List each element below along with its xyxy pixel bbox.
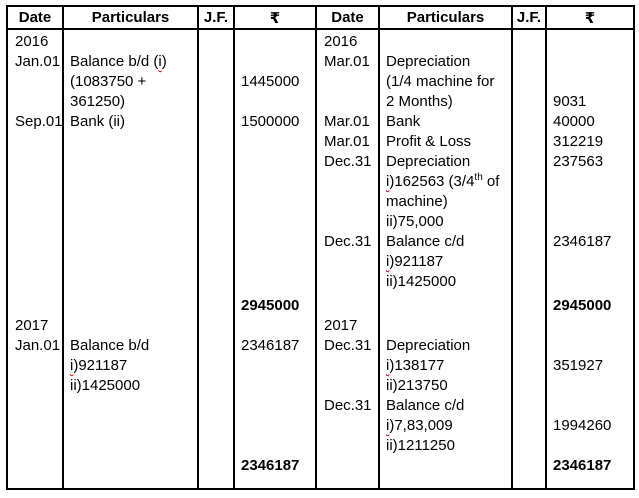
debit-particulars-column: Balance b/d (i) (1083750 + 361250) Bank (ii… — [64, 30, 199, 488]
credit-date-text: Mar.01 — [324, 53, 370, 70]
credit-particulars-text: ii)1425000 — [386, 273, 457, 290]
credit-date-text: 2016 — [324, 33, 358, 50]
header-date-debit: Date — [8, 7, 64, 28]
credit-particulars-text: i)921187 — [386, 253, 444, 270]
table-body: 2016 Jan.01 Sep.01 2017 Jan.01 Balance b/d (… — [8, 30, 633, 488]
credit-date-text: Dec.31 — [324, 233, 372, 250]
credit-date-text: Dec.31 — [324, 153, 372, 170]
credit-particulars-text: ii)75,000 — [386, 213, 444, 230]
credit-particulars-text: ii)1211250 — [386, 437, 455, 454]
debit-amount-text: 2945000 — [241, 297, 300, 314]
header-jf-credit: J.F. — [513, 7, 547, 28]
debit-particulars-text: Balance b/d — [70, 337, 150, 354]
credit-particulars-text: Bank — [386, 113, 421, 130]
credit-amount-text: 351927 — [553, 357, 604, 374]
credit-jf-column — [513, 30, 547, 488]
credit-particulars-text: Depreciation — [386, 53, 471, 70]
debit-amount-text: 1445000 — [241, 73, 300, 90]
header-rupee-credit: ₹ — [584, 9, 596, 27]
credit-amount-text: 2346187 — [553, 233, 612, 250]
debit-particulars-text: i)921187 — [70, 357, 128, 374]
credit-particulars-text: Depreciation — [386, 337, 471, 354]
credit-date-column: 2016 Mar.01 Mar.01 Mar.01 Dec.31 Dec.31 2017 De… — [317, 30, 380, 488]
header-jf-debit: J.F. — [199, 7, 235, 28]
credit-amount-text: 312219 — [553, 133, 604, 150]
header-particulars-debit: Particulars — [64, 7, 199, 28]
debit-date-text: 2016 — [15, 33, 49, 50]
credit-particulars-text: i)7,83,009 — [386, 417, 453, 434]
credit-particulars-text: i)162563 (3/4th of — [386, 172, 500, 191]
credit-date-text: Mar.01 — [324, 133, 370, 150]
debit-date-text: 2017 — [15, 317, 49, 334]
credit-particulars-text: Depreciation — [386, 153, 471, 170]
debit-particulars-text: ii)1425000 — [70, 377, 141, 394]
header-date-credit: Date — [317, 7, 380, 28]
credit-particulars-text: (1/4 machine for — [386, 73, 495, 90]
credit-particulars-text: 2 Months) — [386, 93, 453, 110]
machinery-account-table: Date Particulars J.F. ₹ Date Particulars… — [6, 5, 635, 490]
credit-particulars-text: i)138177 — [386, 357, 445, 374]
credit-amount-text: 1994260 — [553, 417, 612, 434]
credit-particulars-text: ii)213750 — [386, 377, 448, 394]
header-particulars-credit: Particulars — [380, 7, 513, 28]
debit-date-text: Sep.01 — [15, 113, 63, 130]
debit-amount-text: 1500000 — [241, 113, 300, 130]
credit-date-text: Dec.31 — [324, 337, 372, 354]
debit-date-column: 2016 Jan.01 Sep.01 2017 Jan.01 — [8, 30, 64, 488]
credit-amount-text: 9031 — [553, 93, 587, 110]
credit-date-text: Dec.31 — [324, 397, 372, 414]
debit-particulars-text: 361250) — [70, 93, 126, 110]
credit-amount-text: 2346187 — [553, 457, 612, 474]
credit-particulars-column: Depreciation (1/4 machine for 2 Months) Ban… — [380, 30, 513, 488]
credit-amount-text: 40000 — [553, 113, 595, 130]
debit-date-text: Jan.01 — [15, 337, 61, 354]
debit-date-text: Jan.01 — [15, 53, 61, 70]
header-row: Date Particulars J.F. ₹ Date Particulars… — [8, 7, 633, 30]
credit-particulars-text: Balance c/d — [386, 397, 465, 414]
credit-amount-column: 9031 40000 312219 237563 2346187 2945000 35192… — [547, 30, 633, 488]
debit-amount-text: 2346187 — [241, 457, 300, 474]
credit-particulars-text: Balance c/d — [386, 233, 465, 250]
debit-amount-column: 1445000 1500000 2945000 2346187 2346187 — [235, 30, 317, 488]
credit-particulars-text: machine) — [386, 193, 448, 210]
debit-particulars-text: Bank (ii) — [70, 113, 126, 130]
credit-particulars-text: Profit & Loss — [386, 133, 472, 150]
debit-amount-text: 2346187 — [241, 337, 300, 354]
debit-jf-column — [199, 30, 235, 488]
credit-date-text: 2017 — [324, 317, 358, 334]
debit-particulars-text: Balance b/d (i) — [70, 53, 167, 70]
debit-particulars-text: (1083750 + — [70, 73, 147, 90]
credit-date-text: Mar.01 — [324, 113, 370, 130]
header-rupee-debit: ₹ — [235, 7, 317, 28]
credit-amount-text: 2945000 — [553, 297, 612, 314]
credit-amount-text: 237563 — [553, 153, 604, 170]
